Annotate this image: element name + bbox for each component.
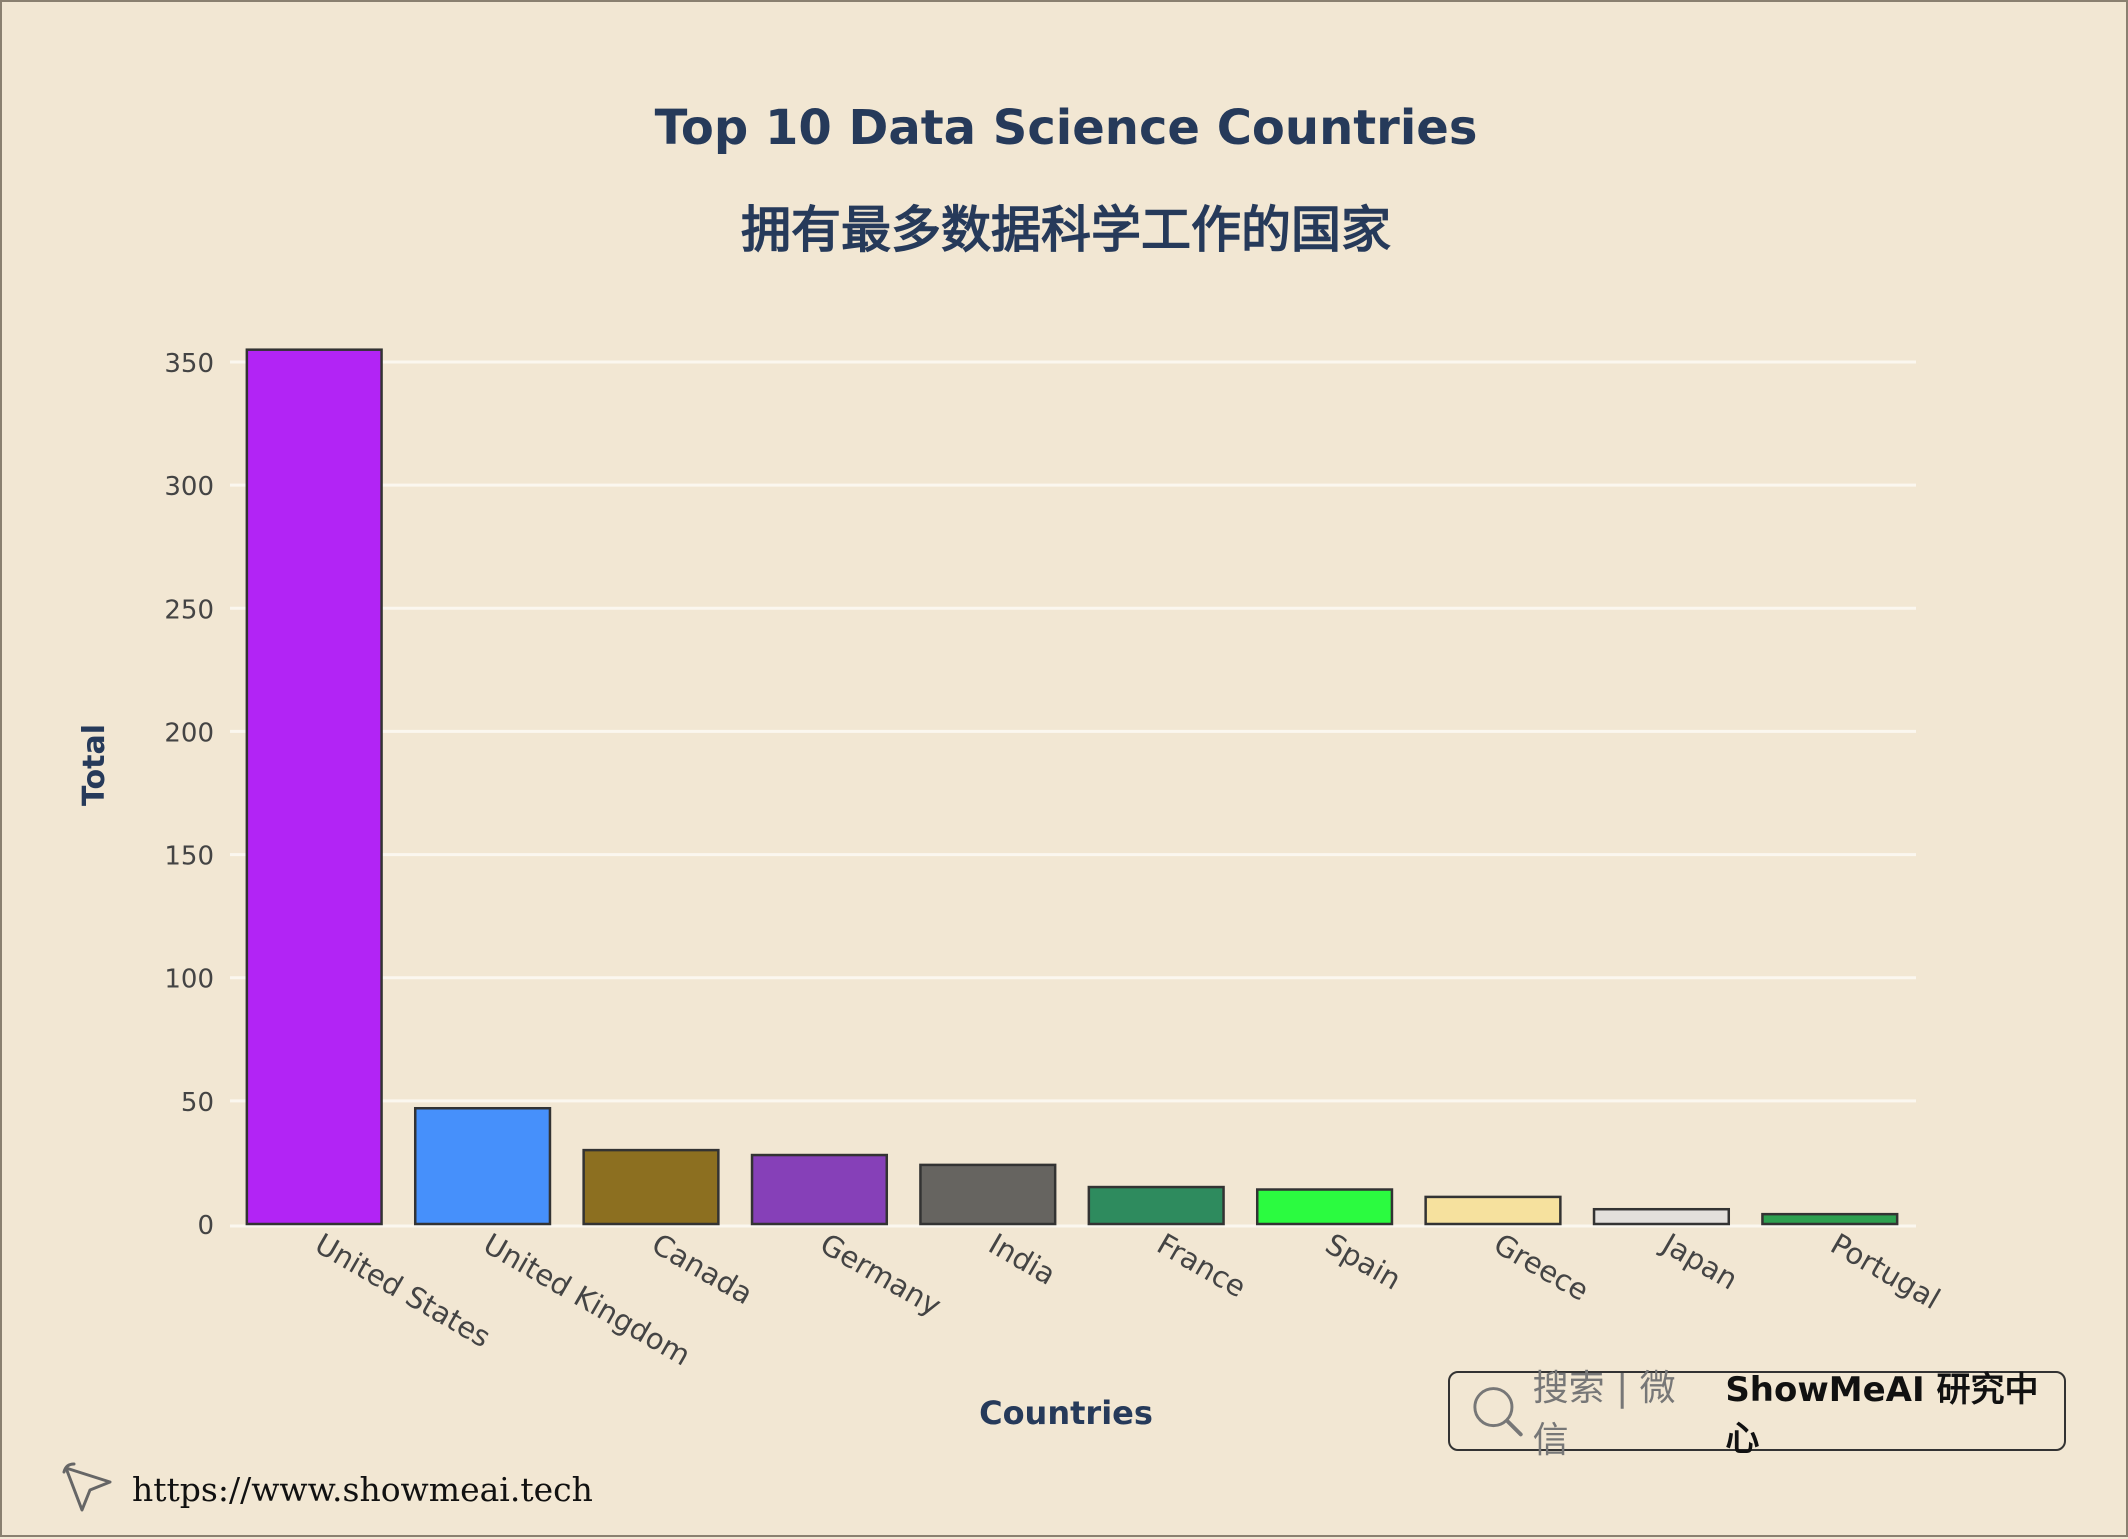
- bar-united-kingdom: [413, 1106, 552, 1226]
- bar-india: [919, 1163, 1057, 1226]
- bar-canada: [582, 1148, 720, 1226]
- y-tick-label: 50: [181, 1088, 214, 1118]
- x-tick-label: Japan: [1655, 1226, 1744, 1297]
- x-axis-label: Countries: [979, 1394, 1153, 1432]
- bar-greece: [1424, 1195, 1562, 1226]
- bars: [245, 348, 1899, 1226]
- y-tick-label: 250: [164, 595, 214, 625]
- bar-germany: [750, 1153, 889, 1226]
- chart-subtitle: 拥有最多数据科学工作的国家: [741, 201, 1391, 259]
- watermark-prefix: 搜索 | 微信: [1532, 1368, 1676, 1461]
- y-tick-label: 300: [164, 472, 214, 502]
- x-tick-label: Spain: [1320, 1227, 1407, 1297]
- bar-japan: [1592, 1207, 1731, 1226]
- y-axis-label: Total: [77, 724, 112, 806]
- chart-title: Top 10 Data Science Countries: [654, 100, 1478, 156]
- x-tick-label: Portugal: [1825, 1227, 1946, 1316]
- x-tick-label: France: [1151, 1227, 1252, 1305]
- y-tick-labels: 0 50 100 150 200 250 300 350: [164, 349, 214, 1241]
- bar-france: [1087, 1185, 1225, 1226]
- bar-spain: [1255, 1188, 1394, 1226]
- y-tick-label: 150: [164, 842, 214, 872]
- cursor-icon: [62, 1462, 112, 1512]
- x-tick-label: Canada: [646, 1227, 759, 1312]
- bar-portugal: [1761, 1212, 1899, 1226]
- watermark-badge: 搜索 | 微信 ShowMeAI 研究中心: [1448, 1368, 2066, 1461]
- bar-united-states: [245, 348, 383, 1226]
- y-tick-label: 100: [164, 965, 214, 995]
- gridlines: [230, 360, 1916, 1228]
- y-tick-label: 0: [197, 1211, 214, 1241]
- x-tick-label: Germany: [815, 1227, 947, 1323]
- watermark-brand: ShowMeAI 研究中心: [1725, 1370, 2039, 1459]
- x-tick-label: United States: [309, 1227, 496, 1355]
- footer: https://www.showmeai.tech: [60, 1460, 593, 1518]
- search-icon: [1473, 1387, 1523, 1437]
- x-tick-label: India: [983, 1227, 1062, 1292]
- x-tick-label: Greece: [1488, 1227, 1594, 1308]
- y-tick-label: 200: [164, 718, 214, 748]
- footer-url[interactable]: https://www.showmeai.tech: [132, 1469, 593, 1509]
- y-tick-label: 350: [164, 349, 214, 379]
